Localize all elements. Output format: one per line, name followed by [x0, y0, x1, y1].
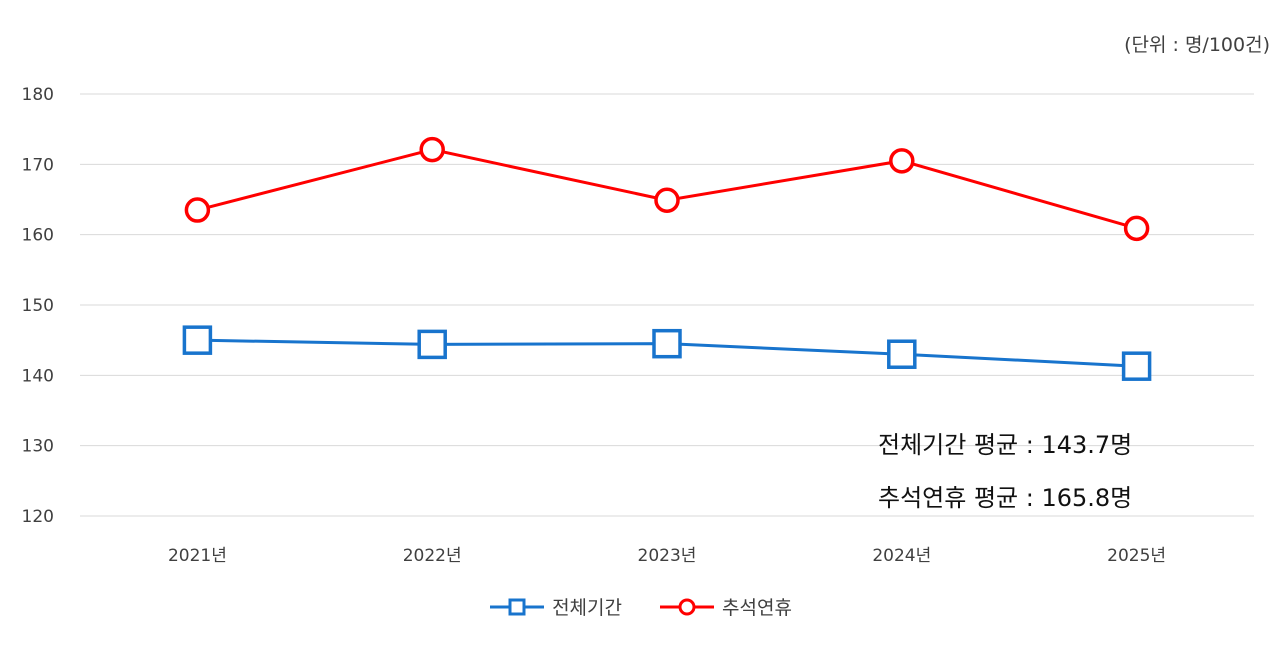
data-point	[889, 148, 915, 174]
annotation-chuseok-average: 추석연휴 평균 : 165.8명	[878, 484, 1133, 512]
data-point	[1121, 351, 1152, 381]
annotation-total-average: 전체기간 평균 : 143.7명	[878, 431, 1133, 459]
y-tick-label: 180	[22, 85, 54, 105]
data-point	[652, 328, 682, 359]
legend-label-total: 전체기간	[552, 597, 622, 619]
x-tick-label: 2021년	[168, 546, 227, 566]
x-tick-label: 2025년	[1107, 546, 1166, 566]
y-tick-label: 120	[22, 507, 54, 527]
x-tick-label: 2024년	[872, 546, 931, 566]
unit-label: (단위 : 명/100건)	[1124, 34, 1270, 56]
y-tick-label: 170	[22, 155, 54, 175]
data-point	[654, 187, 680, 213]
legend-circle-marker-icon	[660, 598, 714, 615]
legend: 전체기간 추석연휴	[0, 593, 1280, 620]
legend-item-total: 전체기간	[488, 593, 622, 620]
y-tick-label: 160	[22, 226, 54, 246]
y-tick-label: 130	[22, 437, 54, 457]
legend-item-chuseok: 추석연휴	[658, 593, 792, 620]
data-point	[1123, 215, 1150, 242]
x-tick-label: 2022년	[403, 546, 462, 566]
legend-label-chuseok: 추석연휴	[722, 597, 792, 619]
data-point	[887, 339, 917, 369]
y-tick-label: 150	[22, 296, 54, 316]
data-point	[419, 136, 445, 163]
data-point	[184, 197, 211, 223]
data-point	[417, 329, 447, 360]
data-point	[182, 325, 213, 355]
legend-square-marker-icon	[490, 598, 545, 615]
x-tick-label: 2023년	[638, 546, 697, 566]
y-tick-label: 140	[22, 366, 54, 386]
